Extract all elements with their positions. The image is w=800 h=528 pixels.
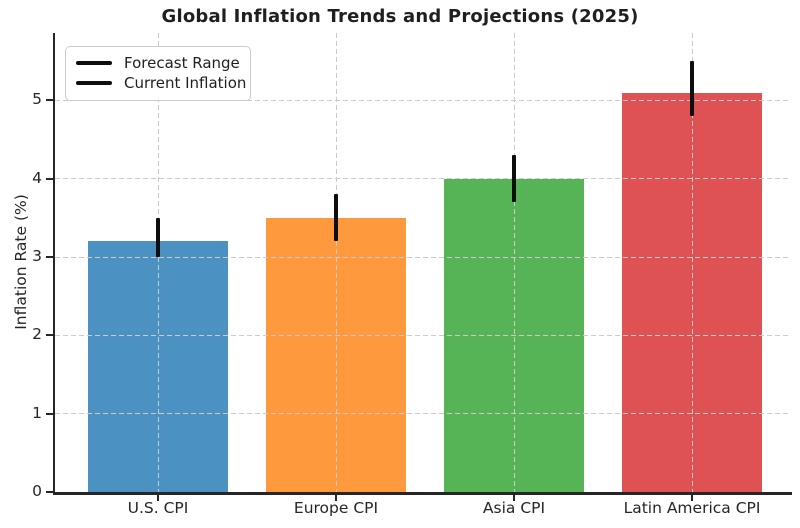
y-tick-label-2: 2 bbox=[32, 325, 42, 344]
plot-area bbox=[55, 33, 790, 492]
y-tick-label-4: 4 bbox=[32, 168, 42, 187]
y-tick-mark-3 bbox=[46, 256, 53, 259]
x-tick-mark-0 bbox=[157, 495, 159, 501]
y-axis-spine bbox=[53, 33, 55, 495]
x-tick-label-3: Latin America CPI bbox=[623, 499, 761, 517]
x-tick-mark-3 bbox=[691, 495, 693, 501]
x-tick-mark-1 bbox=[335, 495, 337, 501]
legend-label: Current Inflation bbox=[124, 74, 247, 92]
x-tick-label-1: Europe CPI bbox=[293, 499, 379, 517]
legend-entry-current-inflation: Current Inflation bbox=[76, 73, 246, 93]
y-tick-mark-0 bbox=[46, 491, 53, 493]
forecast-range-errorbar-0 bbox=[156, 217, 160, 257]
y-tick-mark-4 bbox=[46, 177, 53, 180]
legend-entry-forecast-range: Forecast Range bbox=[76, 53, 240, 73]
chart-legend: Forecast Range Current Inflation bbox=[65, 46, 251, 101]
x-axis-spine bbox=[53, 492, 792, 495]
chart-title: Global Inflation Trends and Projections … bbox=[161, 6, 639, 27]
current-inflation-line-icon bbox=[76, 81, 112, 85]
y-tick-mark-2 bbox=[46, 334, 53, 337]
y-tick-mark-5 bbox=[46, 99, 53, 102]
forecast-range-errorbar-2 bbox=[512, 155, 516, 203]
y-tick-label-1: 1 bbox=[32, 403, 42, 422]
gridline-x-2 bbox=[513, 33, 515, 492]
gridline-y-1 bbox=[55, 413, 790, 415]
legend-label: Forecast Range bbox=[124, 54, 240, 72]
forecast-range-line-icon bbox=[76, 61, 112, 65]
y-tick-label-3: 3 bbox=[32, 247, 42, 266]
y-tick-label-0: 0 bbox=[32, 482, 42, 500]
gridline-y-3 bbox=[55, 256, 790, 258]
x-tick-label-2: Asia CPI bbox=[482, 499, 546, 517]
forecast-range-errorbar-1 bbox=[334, 194, 338, 242]
y-tick-label-5: 5 bbox=[32, 90, 42, 109]
gridline-y-2 bbox=[55, 334, 790, 336]
gridline-x-3 bbox=[691, 33, 693, 492]
forecast-range-errorbar-3 bbox=[690, 61, 694, 117]
gridline-x-0 bbox=[157, 33, 159, 492]
gridline-y-5 bbox=[55, 99, 790, 101]
x-tick-mark-2 bbox=[513, 495, 515, 501]
gridline-x-1 bbox=[335, 33, 337, 492]
y-tick-mark-1 bbox=[46, 412, 53, 415]
gridline-y-4 bbox=[55, 178, 790, 180]
x-tick-label-0: U.S. CPI bbox=[127, 499, 189, 517]
